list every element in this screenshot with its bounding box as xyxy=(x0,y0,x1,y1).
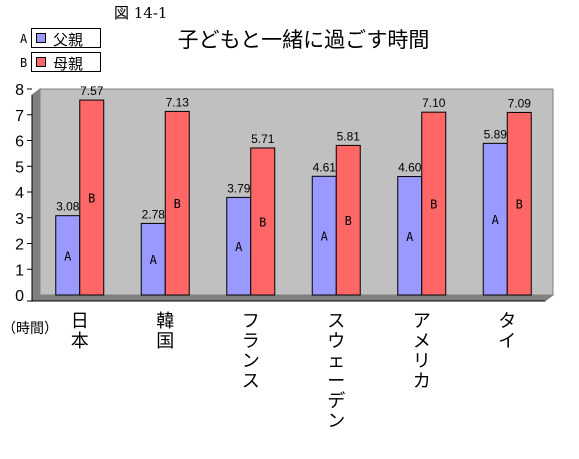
bar-father xyxy=(397,176,423,296)
data-label: 3.79 xyxy=(227,181,251,195)
figure-label: 図 14-1 xyxy=(114,4,168,22)
data-label: 7.09 xyxy=(508,96,532,110)
legend-box-father: 父親 xyxy=(31,28,101,49)
bar-letter: A xyxy=(235,240,243,254)
y-tick-label: 2 xyxy=(15,237,24,254)
legend-box-mother: 母親 xyxy=(31,52,101,73)
y-tick-label: 8 xyxy=(15,82,24,99)
data-label: 7.13 xyxy=(166,95,190,109)
bar-father xyxy=(226,196,252,296)
legend-letter-father: A xyxy=(20,32,28,46)
y-tick-label: 7 xyxy=(15,108,24,125)
x-category-label: タイ xyxy=(498,311,517,352)
x-category-label: 韓国 xyxy=(156,311,175,352)
bar-letter: A xyxy=(492,213,500,227)
data-label: 5.81 xyxy=(337,129,361,143)
y-tick-label: 5 xyxy=(15,159,24,176)
bar-letter: A xyxy=(64,249,72,263)
legend-letter-mother: B xyxy=(20,56,28,70)
bar-father xyxy=(311,175,337,296)
data-label: 7.57 xyxy=(80,84,104,98)
bar-letter: B xyxy=(430,198,437,212)
x-category-label: アメリカ xyxy=(412,311,431,392)
bar-letter: A xyxy=(406,230,414,244)
legend-label-mother: 母親 xyxy=(53,55,84,73)
y-tick-label: 4 xyxy=(15,185,24,202)
y-tick-label: 1 xyxy=(15,262,24,279)
bar-letter: A xyxy=(150,253,158,267)
x-category-label: 日本 xyxy=(70,311,89,352)
x-category-label: スウェーデン xyxy=(327,311,346,432)
bar-mother xyxy=(335,144,361,296)
plot-area xyxy=(39,88,554,296)
bar-letter: B xyxy=(259,215,266,229)
data-label: 4.60 xyxy=(398,161,422,175)
x-category-label: フランス xyxy=(241,311,260,392)
bar-mother xyxy=(250,147,276,296)
data-label: 5.71 xyxy=(251,132,275,146)
bar-letter: B xyxy=(345,214,352,228)
bar-mother xyxy=(506,111,532,296)
plot-floor xyxy=(30,294,555,302)
bar-letter: B xyxy=(516,198,523,212)
legend-swatch-father xyxy=(36,33,46,43)
legend-label-father: 父親 xyxy=(53,31,84,49)
bar-mother xyxy=(164,110,190,296)
data-label: 7.10 xyxy=(422,96,446,110)
plot-side-wall xyxy=(31,88,41,302)
y-tick-label: 3 xyxy=(15,211,24,228)
bar-letter: A xyxy=(321,230,329,244)
data-label: 4.61 xyxy=(313,160,337,174)
bar-father xyxy=(140,222,166,296)
bar-letter: B xyxy=(174,197,181,211)
data-label: 2.78 xyxy=(142,207,166,221)
bar-mother xyxy=(79,99,105,296)
bar-mother xyxy=(421,111,447,296)
y-tick-label: 0 xyxy=(15,288,24,305)
y-tick-label: 6 xyxy=(15,134,24,151)
bar-letter: B xyxy=(88,192,95,206)
data-label: 3.08 xyxy=(56,200,80,214)
legend-swatch-mother xyxy=(36,57,46,67)
y-unit-label: （時間） xyxy=(2,321,58,337)
chart-title: 子どもと一緒に過ごす時間 xyxy=(177,28,430,52)
bar-father xyxy=(482,142,508,296)
data-label: 5.89 xyxy=(484,127,508,141)
